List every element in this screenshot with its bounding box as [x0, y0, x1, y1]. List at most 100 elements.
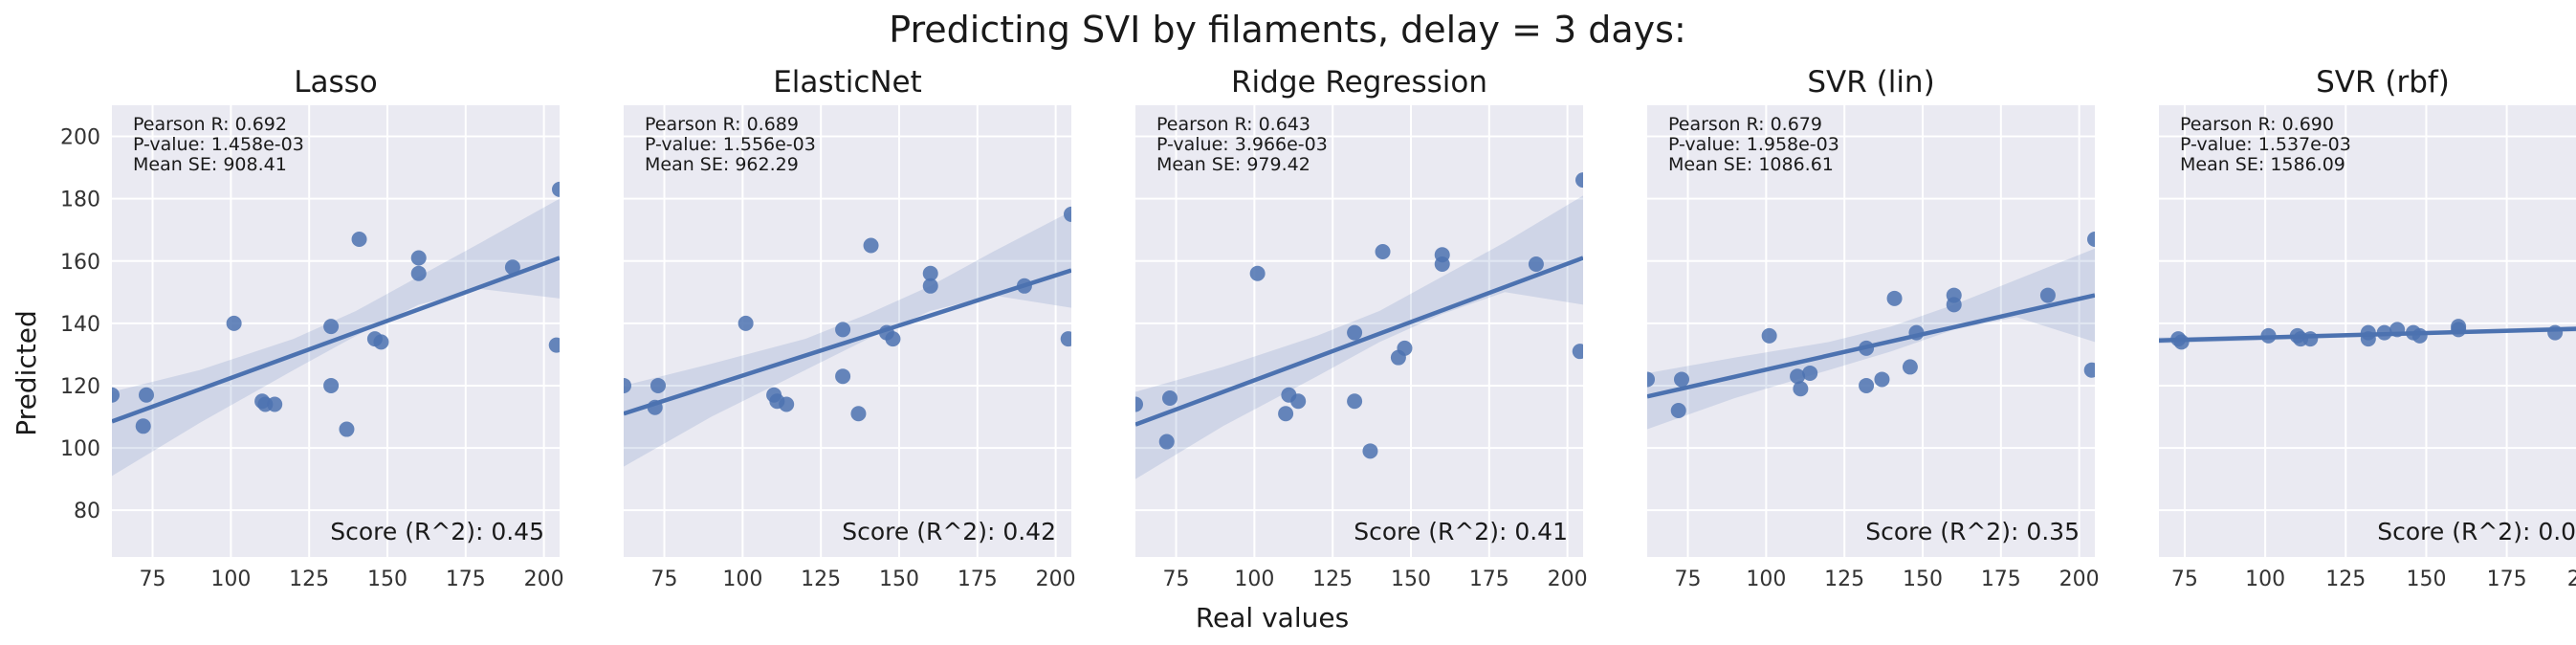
data-point	[2083, 362, 2095, 378]
confidence-band	[624, 211, 1071, 467]
data-point	[548, 337, 560, 353]
x-tick-label: 100	[2245, 567, 2285, 591]
data-point	[2039, 287, 2056, 303]
data-point	[738, 315, 754, 331]
x-tick-label: 200	[524, 567, 564, 591]
data-point	[1290, 393, 1307, 410]
y-tick-label: 140	[60, 313, 100, 337]
stats-annotation: Pearson R: 0.643	[1156, 114, 1310, 135]
data-point	[1859, 377, 1875, 393]
subplot-title: SVR (rbf)	[2316, 65, 2450, 100]
regression-line	[624, 268, 1071, 416]
data-point	[647, 399, 663, 415]
data-point	[885, 331, 901, 347]
data-point	[922, 278, 938, 294]
data-point	[410, 265, 427, 281]
confidence-band	[1647, 248, 2095, 430]
data-point	[1528, 256, 1544, 273]
data-point	[1572, 344, 1583, 360]
subplot-1: 75 100 125 150 175 200 80 100 120 140 160 180 200 Las…	[60, 65, 564, 591]
regression-line	[112, 256, 560, 424]
x-tick-label: 100	[722, 567, 762, 591]
data-point	[1946, 297, 1962, 313]
x-tick-label: 125	[801, 567, 841, 591]
data-point	[1162, 389, 1178, 406]
data-point	[2411, 327, 2428, 344]
x-tick-label: 150	[879, 567, 919, 591]
stats-annotation: P-value: 1.556e-03	[645, 134, 816, 155]
data-point	[1362, 443, 1378, 459]
data-point	[1064, 206, 1071, 222]
data-point	[863, 237, 879, 254]
score-annotation: Score (R^2): 0.05	[2377, 518, 2576, 545]
y-tick-label: 180	[60, 189, 100, 212]
plot-background	[1647, 105, 2095, 557]
data-point	[1674, 371, 1689, 388]
x-tick-label: 75	[651, 567, 678, 591]
x-tick-label: 125	[289, 567, 329, 591]
stats-annotation: Mean SE: 1586.09	[2180, 154, 2345, 175]
data-point	[2376, 324, 2392, 341]
data-point	[1902, 359, 1918, 375]
x-tick-label: 100	[1746, 567, 1786, 591]
subplot-3: 75 100 125 150 175 200 Ridge Regression Pearson…	[1135, 65, 1588, 591]
stats-annotation: P-value: 1.537e-03	[2180, 134, 2351, 155]
subplot-title: ElasticNet	[773, 65, 922, 100]
x-tick-label: 200	[1548, 567, 1588, 591]
x-tick-label: 100	[1234, 567, 1274, 591]
subplot-5: 75 100 125 150 175 200 SVR (rbf) Pearson R: 0.6…	[2159, 65, 2576, 591]
data-point	[1647, 371, 1655, 388]
confidence-band	[112, 198, 560, 477]
data-point	[1790, 368, 1806, 385]
stats-annotation: P-value: 3.966e-03	[1156, 134, 1328, 155]
x-tick-label: 150	[367, 567, 407, 591]
x-tick-label: 75	[1163, 567, 1190, 591]
data-point	[2087, 231, 2095, 247]
x-tick-label: 125	[2325, 567, 2366, 591]
data-point	[1347, 324, 1363, 341]
data-point	[339, 421, 355, 437]
data-point	[2360, 331, 2376, 347]
data-point	[373, 334, 389, 350]
data-point	[1908, 324, 1925, 341]
subplot-2: 75 100 125 150 175 200 ElasticNet Pearson R: 0.…	[624, 65, 1076, 591]
stats-annotation: Pearson R: 0.690	[2180, 114, 2334, 135]
y-tick-label: 160	[60, 251, 100, 275]
figure-title: Predicting SVI by filaments, delay = 3 d…	[889, 9, 1686, 51]
data-point	[650, 377, 666, 393]
data-point	[267, 396, 283, 412]
x-tick-label: 100	[210, 567, 251, 591]
data-point	[552, 181, 560, 197]
data-point	[139, 387, 154, 403]
data-point	[135, 418, 151, 434]
stats-annotation: Pearson R: 0.679	[1668, 114, 1822, 135]
data-point	[2302, 331, 2319, 347]
x-tick-label: 175	[1981, 567, 2021, 591]
regression-line	[1135, 256, 1583, 427]
data-point	[1575, 172, 1583, 189]
stats-annotation: P-value: 1.958e-03	[1668, 134, 1839, 155]
score-annotation: Score (R^2): 0.45	[330, 518, 544, 545]
data-point	[504, 259, 520, 276]
data-point	[624, 377, 631, 393]
data-point	[1874, 371, 1890, 388]
stats-annotation: Pearson R: 0.692	[133, 114, 287, 135]
subplot-title: Ridge Regression	[1231, 65, 1487, 100]
data-point	[2260, 327, 2277, 344]
y-tick-label: 80	[74, 500, 100, 523]
stats-annotation: Mean SE: 962.29	[645, 154, 799, 175]
score-annotation: Score (R^2): 0.41	[1354, 518, 1568, 545]
score-annotation: Score (R^2): 0.35	[1865, 518, 2080, 545]
x-tick-label: 200	[1036, 567, 1076, 591]
plot-area	[624, 206, 1071, 467]
data-point	[1278, 406, 1294, 422]
x-axis-label: Real values	[1196, 602, 1349, 634]
stats-annotation: Mean SE: 908.41	[133, 154, 287, 175]
data-point	[410, 250, 427, 266]
score-annotation: Score (R^2): 0.42	[842, 518, 1056, 545]
data-point	[1761, 327, 1777, 344]
data-point	[1249, 265, 1266, 281]
subplot-title: Lasso	[294, 65, 378, 100]
x-tick-label: 150	[1903, 567, 1943, 591]
